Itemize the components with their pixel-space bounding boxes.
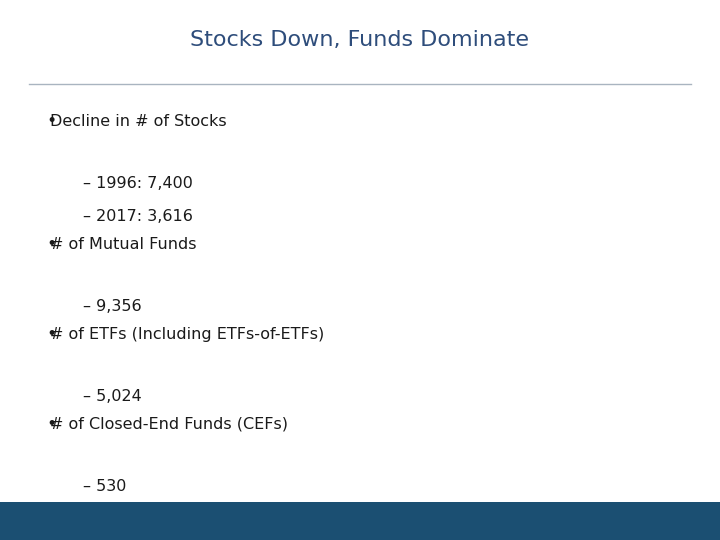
Text: – 1996: 7,400: – 1996: 7,400 [83, 176, 193, 191]
Text: # of ETFs (Including ETFs-of-ETFs): # of ETFs (Including ETFs-of-ETFs) [50, 327, 325, 342]
Text: •: • [47, 112, 57, 131]
Text: •: • [47, 325, 57, 343]
Text: – 9,356: – 9,356 [83, 299, 141, 314]
Text: – 2017: 3,616: – 2017: 3,616 [83, 208, 193, 224]
Text: – 530: – 530 [83, 479, 126, 494]
Text: •: • [47, 235, 57, 253]
Text: # of Closed-End Funds (CEFs): # of Closed-End Funds (CEFs) [50, 417, 289, 432]
Text: Stocks Down, Funds Dominate: Stocks Down, Funds Dominate [191, 30, 529, 51]
Text: – 5,024: – 5,024 [83, 389, 142, 404]
Text: # of Mutual Funds: # of Mutual Funds [50, 237, 197, 252]
Text: •: • [47, 415, 57, 434]
Text: Decline in # of Stocks: Decline in # of Stocks [50, 114, 227, 129]
